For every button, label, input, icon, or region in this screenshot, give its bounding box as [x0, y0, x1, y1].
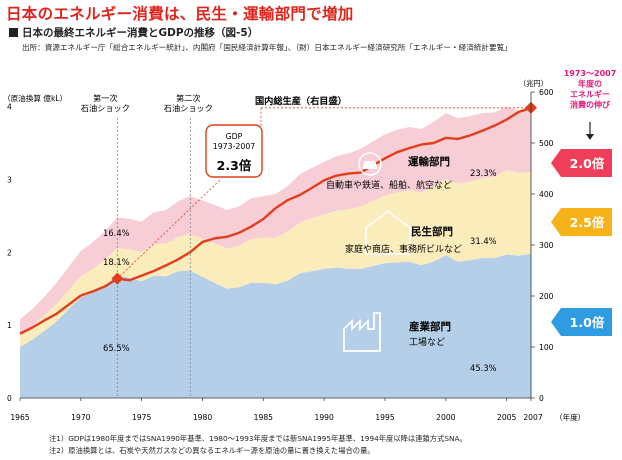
y-left-tick-label: 0	[7, 394, 12, 403]
area-residential	[20, 169, 531, 347]
x-tick-label: 1980	[193, 413, 212, 422]
share-2007-transport: 23.3%	[470, 168, 497, 178]
gdp-box-title: GDP 1973-2007	[213, 132, 256, 151]
x-tick-label: 1995	[375, 413, 394, 422]
y-right-tick-label: 0	[539, 394, 544, 403]
gdp-line	[19, 106, 532, 335]
y-right-tick-label: 100	[539, 343, 554, 352]
x-tick-label: 1975	[132, 413, 151, 422]
gdp-growth-box	[205, 124, 263, 178]
industry-desc: 工場など	[409, 336, 445, 348]
gdp-box-value: 2.3倍	[217, 158, 252, 173]
y-right-axis-label: （兆円）	[519, 79, 548, 88]
growth-header: 1973～2007 年度のエネルギー消費の伸び	[564, 69, 617, 110]
share-2007-industry: 45.3%	[470, 363, 497, 373]
x-axis-label: （年度）	[555, 412, 585, 422]
transport-name: 運輸部門	[408, 155, 450, 168]
house-icon-outline	[365, 209, 411, 255]
bullet-square	[9, 28, 18, 37]
badge-residential	[551, 208, 612, 236]
x-tick-label: 2007	[523, 413, 542, 422]
badge-residential-value: 2.5倍	[570, 215, 605, 230]
transport-desc: 自動車や鉄道、船舶、航空など	[326, 179, 452, 191]
y-right-tick-label: 400	[539, 190, 554, 199]
source-note: 出所：資源エネルギー庁「総合エネルギー統計」、内閣府「国民経済計算年報」、（財）…	[22, 43, 512, 52]
car-icon-ring	[358, 152, 382, 176]
x-tick-label: 1965	[10, 413, 29, 422]
chart-subtitle: 日本の最終エネルギー消費とGDPの推移（図-5）	[9, 25, 258, 40]
area-transport	[20, 106, 531, 336]
y-left-axis-label: （原油換算 億kL）	[3, 93, 67, 103]
y-left-tick-label: 1	[7, 321, 12, 330]
x-tick-label: 2000	[436, 413, 455, 422]
house-icon	[365, 209, 411, 255]
x-tick-label: 2005	[497, 413, 516, 422]
share-1973-transport: 16.4%	[103, 228, 130, 238]
oil-shock-2-label: 第二次石油ショック	[164, 93, 213, 113]
residential-name: 民生部門	[411, 225, 453, 238]
y-right-tick-label: 600	[539, 88, 554, 97]
gdp-series-label: 国内総生産（右目盛）	[255, 95, 347, 107]
badge-transport	[551, 149, 612, 177]
y-right-tick-label: 300	[539, 241, 554, 250]
badge-transport-value: 2.0倍	[570, 156, 605, 171]
y-right-tick-label: 200	[539, 292, 554, 301]
industry-name: 産業部門	[409, 320, 451, 333]
x-tick-label: 1990	[315, 413, 334, 422]
y-left-tick-label: 4	[7, 103, 12, 112]
y-left-tick-label: 3	[7, 175, 12, 184]
car-icon	[358, 152, 382, 176]
growth-arrow-head	[586, 134, 594, 140]
factory-icon-outline	[343, 312, 381, 352]
oil-shock-1-label: 第一次石油ショック	[81, 93, 130, 113]
page-title: 日本のエネルギー消費は、民生・運輸部門で増加	[6, 5, 354, 23]
area-industry	[20, 253, 531, 398]
subtitle-text: 日本の最終エネルギー消費とGDPの推移（図-5）	[22, 27, 259, 39]
footnote-1: 注1）GDPは1980年度まではSNA1990年基準、1980～1993年度まで…	[49, 434, 467, 443]
factory-icon	[343, 312, 381, 352]
badge-industry-value: 1.0倍	[570, 315, 605, 330]
residential-desc: 家庭や商店、事務所ビルなど	[345, 243, 462, 255]
y-right-tick-label: 500	[539, 139, 554, 148]
share-1973-industry: 65.5%	[103, 343, 130, 353]
badge-industry	[551, 308, 612, 336]
x-tick-label: 1970	[71, 413, 90, 422]
x-tick-label: 1985	[254, 413, 273, 422]
car-icon-body	[363, 161, 377, 169]
share-1973-residential: 18.1%	[103, 257, 130, 267]
share-2007-residential: 31.4%	[470, 236, 497, 246]
y-left-tick-label: 2	[7, 248, 12, 257]
footnote-2: 注2）原油換算とは、石炭や天然ガスなどの異なるエネルギー源を原油の量に置き換えた…	[49, 446, 375, 455]
